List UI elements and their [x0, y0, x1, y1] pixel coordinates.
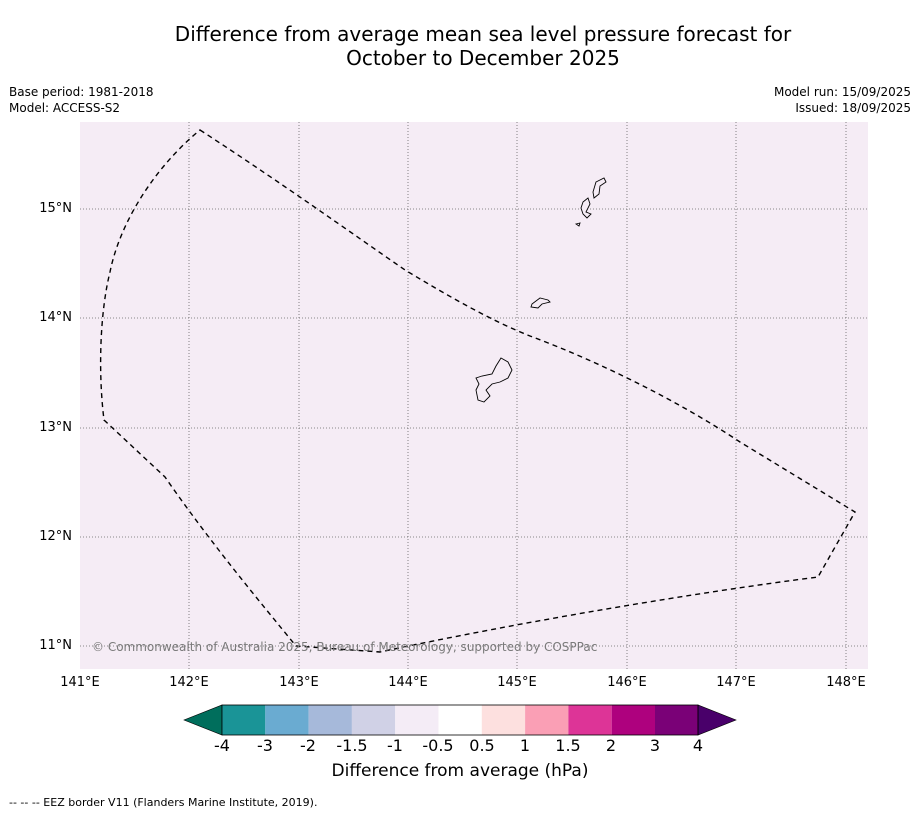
colorbar-swatch-4 [351, 705, 396, 735]
colorbar [183, 704, 737, 736]
colorbar-tick-label: -2 [300, 736, 316, 755]
islands [475, 177, 607, 403]
colorbar-swatch-1 [222, 705, 266, 735]
title-line-2: October to December 2025 [346, 46, 620, 70]
base-period: Base period: 1981-2018 [9, 85, 154, 99]
colorbar-swatch-3 [308, 705, 352, 735]
lon-label: 146°E [607, 675, 647, 690]
colorbar-tick-label: 1 [519, 736, 531, 755]
copyright-notice: © Commonwealth of Australia 2025, Bureau… [92, 640, 598, 654]
lon-label: 143°E [279, 675, 319, 690]
lon-label: 141°E [60, 675, 100, 690]
issued-date: Issued: 18/09/2025 [795, 101, 911, 115]
tinian-island [580, 197, 592, 219]
meta-left: Base period: 1981-2018 Model: ACCESS-S2 [9, 84, 154, 116]
colorbar-tick-label: 4 [692, 736, 704, 755]
colorbar-swatch-6 [438, 705, 482, 735]
chart-title: Difference from average mean sea level p… [0, 22, 919, 70]
colorbar-swatch-12 [697, 704, 737, 736]
colorbar-tick-label: -4 [214, 736, 230, 755]
colorbar-swatch-9 [568, 705, 612, 735]
guam-island [475, 357, 513, 403]
colorbar-tick-label: -0.5 [422, 736, 454, 755]
colorbar-swatch-11 [655, 705, 698, 735]
colorbar-swatch-7 [481, 705, 526, 735]
colorbar-swatch-2 [265, 705, 309, 735]
eez-footnote: -- -- -- EEZ border V11 (Flanders Marine… [9, 796, 318, 809]
map-panel: © Commonwealth of Australia 2025, Bureau… [80, 122, 868, 669]
colorbar-tick-label: 3 [649, 736, 661, 755]
colorbar-tick-label: -3 [257, 736, 273, 755]
lon-label: 148°E [826, 675, 866, 690]
lon-label: 145°E [497, 675, 537, 690]
title-line-1: Difference from average mean sea level p… [174, 22, 792, 46]
saipan-island [592, 177, 607, 199]
colorbar-swatch-10 [611, 705, 655, 735]
colorbar-tick-label: 1.5 [555, 736, 581, 755]
colorbar-swatch-5 [395, 705, 439, 735]
colorbar-swatch-0 [183, 704, 223, 736]
eez-border [99, 129, 856, 653]
colorbar-tick-label: -1 [387, 736, 403, 755]
model-run: Model run: 15/09/2025 [773, 85, 911, 99]
lon-label: 144°E [388, 675, 428, 690]
colorbar-tick-label: 0.5 [469, 736, 495, 755]
lon-label: 147°E [716, 675, 756, 690]
model-name: Model: ACCESS-S2 [9, 101, 121, 115]
lon-label: 142°E [169, 675, 209, 690]
lat-label: 13°N [39, 420, 72, 435]
map-canvas [80, 122, 868, 669]
colorbar-outline [221, 704, 699, 736]
lat-label: 12°N [39, 529, 72, 544]
lat-label: 14°N [39, 310, 72, 325]
lat-label: 15°N [39, 201, 72, 216]
colorbar-tick-label: 2 [605, 736, 617, 755]
meta-right: Model run: 15/09/2025 Issued: 18/09/2025 [774, 84, 911, 116]
lat-label: 11°N [39, 638, 72, 653]
aguijan-island [574, 222, 581, 227]
graticule [80, 122, 868, 669]
colorbar-title: Difference from average (hPa) [331, 761, 589, 781]
colorbar-tick-label: -1.5 [336, 736, 368, 755]
colorbar-swatch-8 [525, 705, 569, 735]
rota-island [530, 297, 551, 309]
